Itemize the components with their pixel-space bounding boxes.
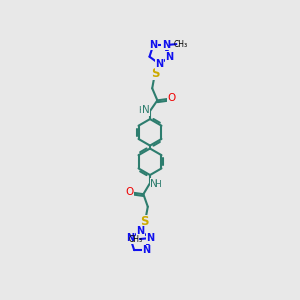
Text: O: O xyxy=(167,93,175,103)
Text: N: N xyxy=(162,40,170,50)
Text: N: N xyxy=(155,59,164,69)
Text: N: N xyxy=(166,52,174,62)
Text: S: S xyxy=(151,67,159,80)
Text: H: H xyxy=(139,106,145,115)
Text: N: N xyxy=(126,233,134,243)
Text: H: H xyxy=(154,180,161,189)
Text: N: N xyxy=(142,105,150,115)
Text: N: N xyxy=(142,245,151,255)
Text: CH₃: CH₃ xyxy=(129,235,143,244)
Text: O: O xyxy=(125,187,134,197)
Text: N: N xyxy=(150,179,158,189)
Text: N: N xyxy=(136,226,145,236)
Text: N: N xyxy=(146,233,154,243)
Text: N: N xyxy=(149,40,158,50)
Text: CH₃: CH₃ xyxy=(173,40,188,49)
Text: S: S xyxy=(141,215,149,229)
